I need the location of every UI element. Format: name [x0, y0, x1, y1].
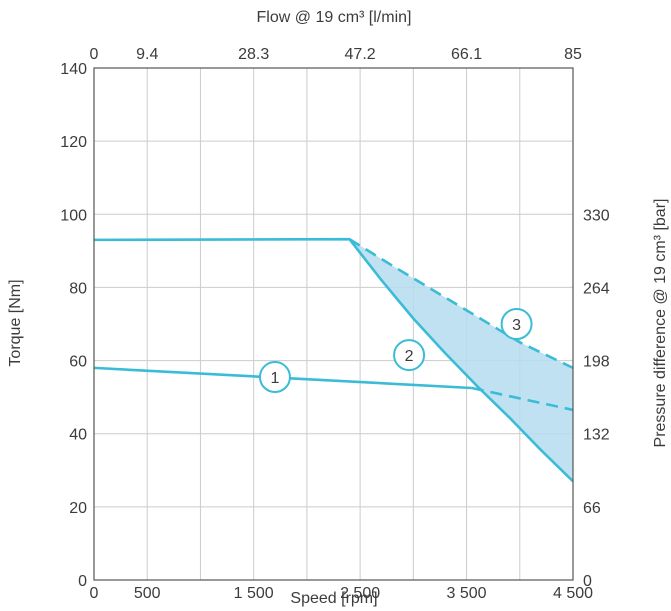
curve-marker-1-label: 1: [271, 370, 280, 387]
series-2-solid-line: [93, 237, 574, 483]
y2-axis-label: Pressure difference @ 19 cm³ [bar]: [652, 199, 669, 448]
x2-tick-label: 28.3: [238, 46, 269, 63]
x-tick-label: 4 500: [553, 585, 593, 602]
y-tick-label: 20: [69, 500, 87, 517]
plot-border: [93, 67, 574, 581]
y2-tick-label: 66: [583, 500, 601, 517]
y-axis-label: Torque [Nm]: [7, 279, 24, 366]
x2-tick-label: 9.4: [136, 46, 158, 63]
y-tick-label: 80: [69, 280, 87, 297]
y2-tick-label: 132: [583, 427, 610, 444]
x2-axis-label: Flow @ 19 cm³ [l/min]: [257, 9, 412, 26]
series-3-dashed-line: [348, 238, 574, 370]
x-tick-label: 0: [90, 585, 99, 602]
x2-tick-label: 85: [564, 46, 582, 63]
x-tick-label: 3 500: [447, 585, 487, 602]
x-tick-label: 500: [134, 585, 161, 602]
shaded-region: [349, 239, 573, 482]
curve-marker-3-circle: [500, 308, 533, 340]
x2-tick-label: 0: [90, 46, 99, 63]
x2-tick-label: 47.2: [345, 46, 376, 63]
curve-marker-1-circle: [258, 361, 291, 394]
curve-marker-2-label: 2: [405, 348, 414, 365]
series-1-dashed-line: [471, 386, 574, 412]
y-tick-label: 40: [69, 427, 87, 444]
x-axis-label: Speed [rpm]: [290, 590, 377, 607]
curve-marker-3-label: 3: [512, 317, 521, 334]
x-tick-label: 2 500: [340, 585, 380, 602]
x2-tick-label: 66.1: [451, 46, 482, 63]
y2-tick-label: 0: [583, 573, 592, 590]
curve-markers: 1 2 3: [258, 308, 533, 394]
plot-frame: [93, 67, 574, 581]
y-tick-label: 60: [69, 354, 87, 371]
y2-tick-label: 264: [583, 280, 610, 297]
y-tick-label: 0: [78, 573, 87, 590]
x-tick-label: 1 500: [234, 585, 274, 602]
y2-tick-label: 330: [583, 207, 610, 224]
y2-tick-label: 198: [583, 354, 610, 371]
y-tick-label: 140: [60, 61, 87, 78]
y-tick-label: 120: [60, 134, 87, 151]
y-tick-label: 100: [60, 207, 87, 224]
curve-marker-2-circle: [393, 339, 426, 372]
